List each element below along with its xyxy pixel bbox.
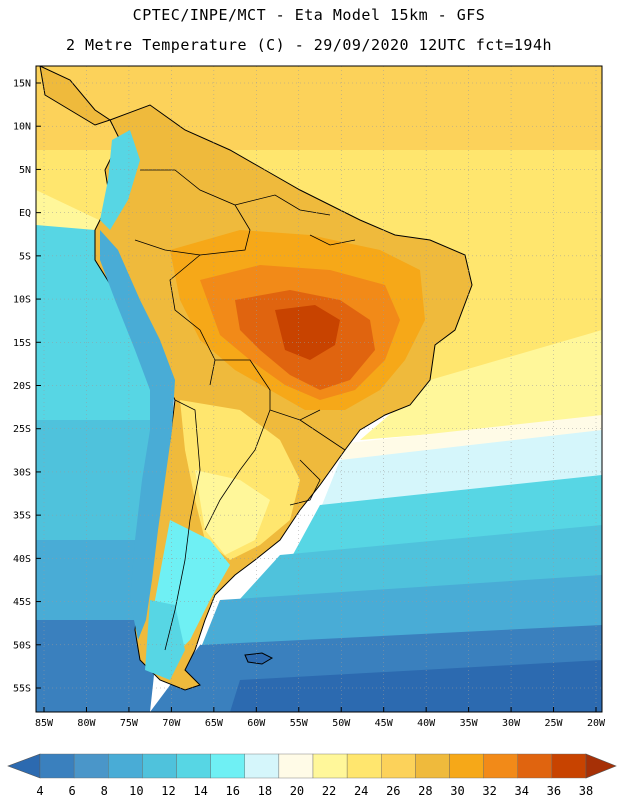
lat-label: 45S	[13, 597, 31, 608]
colorbar-label: 36	[547, 784, 561, 798]
zone-36	[275, 305, 340, 360]
colorbar-label: 16	[225, 784, 239, 798]
atlantic-band-12	[230, 525, 602, 610]
lat-label: 25S	[13, 424, 31, 435]
lon-label: 40W	[417, 718, 436, 729]
colorbar-segment	[312, 753, 348, 779]
colorbar-segment	[108, 753, 143, 779]
colorbar-label: 12	[161, 784, 175, 798]
colorbar-segment	[39, 753, 75, 779]
central-america-landmass	[39, 66, 112, 126]
zone-24	[195, 470, 270, 555]
lon-label: 20W	[587, 718, 606, 729]
colorbar-segment	[449, 753, 484, 779]
longitude-labels: 85W 80W 75W 70W 65W 60W 55W 50W 45W 40W 35W 30W 25W 2…	[35, 707, 606, 729]
lat-label: 35S	[13, 511, 31, 522]
colorbar-segment	[346, 753, 382, 779]
ocean-band-24-east	[360, 330, 602, 440]
colorbar-label: 8	[101, 784, 108, 798]
map-frame	[35, 65, 603, 713]
atlantic-band-18	[320, 430, 602, 510]
colorbar-label: 26	[386, 784, 400, 798]
atlantic-band-14	[290, 475, 602, 560]
colorbar-label: 24	[354, 784, 368, 798]
lat-label: 30S	[13, 467, 31, 478]
pacific-band-14	[36, 225, 175, 420]
colorbar-label: 20	[290, 784, 304, 798]
andes-cold-strip	[100, 230, 175, 640]
lat-label: 40S	[13, 554, 31, 565]
andes-north-strip	[100, 130, 140, 230]
map-title: CPTEC/INPE/MCT - Eta Model 15km - GFS	[132, 6, 486, 24]
lat-label: 15S	[13, 338, 31, 349]
colorbar-label: 4	[36, 784, 43, 798]
lat-label: 5N	[19, 165, 31, 176]
lon-label: 60W	[247, 718, 266, 729]
colorbar-label: 22	[322, 784, 336, 798]
colorbar-segment	[517, 753, 553, 779]
lon-label: 45W	[375, 718, 394, 729]
colorbar-label: 28	[418, 784, 432, 798]
lon-label: 85W	[35, 718, 54, 729]
lon-label: 80W	[77, 718, 96, 729]
lon-label: 65W	[205, 718, 224, 729]
lat-label: 10N	[13, 122, 31, 133]
colorbar-segment	[483, 753, 518, 779]
lon-label: 35W	[460, 718, 479, 729]
colorbar-segment	[381, 753, 416, 779]
lat-label: 55S	[13, 684, 31, 695]
colorbar-segment	[551, 753, 587, 779]
colorbar-segment	[73, 753, 109, 779]
map-panel	[36, 66, 602, 712]
lat-label: EQ	[19, 208, 31, 219]
colorbar-segment	[176, 753, 211, 779]
zone-14	[145, 600, 185, 680]
latitude-labels: 15N 10N 5N EQ 5S 10S 15S 20S 25S 30S 35S 40S 45S 50S 5…	[13, 79, 41, 695]
country-borders	[134, 169, 356, 651]
lat-label: 20S	[13, 381, 31, 392]
map-subtitle: 2 Metre Temperature (C) - 29/09/2020 12U…	[65, 36, 553, 54]
falkland-islands	[244, 652, 274, 665]
colorbar-segment	[415, 753, 450, 779]
lon-label: 25W	[545, 718, 564, 729]
colorbar-label: 34	[515, 784, 529, 798]
colorbar-label: 32	[482, 784, 496, 798]
colorbar: 4 6 8 10 12 14 16 18 20 22 24 26 28 30 32 34 36 38	[7, 753, 617, 798]
colorbar-label: 30	[450, 784, 464, 798]
lon-label: 70W	[162, 718, 181, 729]
lat-label: 50S	[13, 640, 31, 651]
colorbar-max-arrow	[585, 753, 617, 779]
lon-label: 50W	[332, 718, 351, 729]
colorbar-segment	[278, 753, 314, 779]
lon-label: 75W	[120, 718, 139, 729]
lat-label: 15N	[13, 79, 31, 90]
lat-label: 10S	[13, 295, 31, 306]
lat-label: 5S	[19, 251, 31, 262]
colorbar-segment	[244, 753, 280, 779]
lon-label: 55W	[290, 718, 309, 729]
colorbar-label: 38	[579, 784, 593, 798]
lon-label: 30W	[502, 718, 521, 729]
colorbar-label: 6	[69, 784, 76, 798]
colorbar-segment	[210, 753, 245, 779]
colorbar-segment	[142, 753, 177, 779]
atlantic-band-6	[230, 660, 602, 712]
colorbar-label: 18	[258, 784, 272, 798]
colorbar-label: 10	[129, 784, 143, 798]
colorbar-min-arrow	[7, 753, 41, 779]
colorbar-label: 14	[193, 784, 207, 798]
